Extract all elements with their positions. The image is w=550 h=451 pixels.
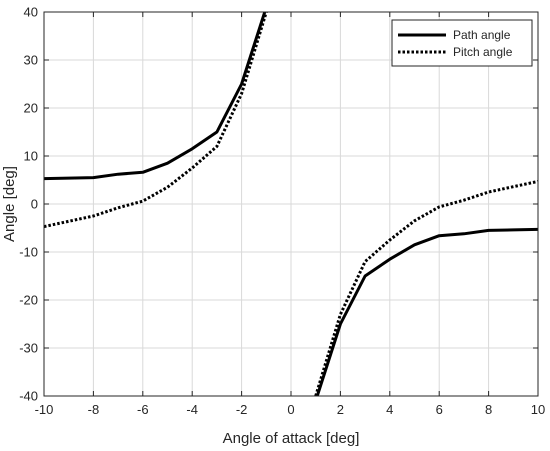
x-tick-label: -2 (236, 402, 248, 417)
path-angle-legend-label: Path angle (453, 28, 511, 42)
y-tick-label: 0 (31, 197, 38, 212)
y-tick-label: 10 (24, 149, 38, 164)
y-tick-label: 40 (24, 5, 38, 20)
pitch-angle-line-segment-2 (314, 179, 538, 396)
y-tick-label: -10 (19, 245, 38, 260)
x-tick-label: 0 (287, 402, 294, 417)
x-tick-label: 4 (386, 402, 393, 417)
legend: Path angle Pitch angle (391, 19, 533, 67)
pitch-angle-line-segment-1 (44, 12, 268, 229)
series-layer (44, 12, 538, 396)
legend-box (391, 19, 533, 67)
y-tick-label: -40 (19, 389, 38, 404)
pitch-angle-legend-label: Pitch angle (453, 45, 513, 59)
y-axis-label: Angle [deg] (1, 166, 18, 242)
x-tick-label: -4 (186, 402, 198, 417)
x-axis-label: Angle of attack [deg] (223, 430, 360, 447)
path-angle-line-segment-2 (315, 227, 538, 396)
x-tick-label: 10 (531, 402, 545, 417)
y-tick-label: -30 (19, 341, 38, 356)
x-tick-label: -10 (35, 402, 54, 417)
path-angle-line-segment-1 (44, 12, 267, 181)
x-tick-label: 8 (485, 402, 492, 417)
x-tick-label: -6 (137, 402, 149, 417)
x-tick-label: 2 (337, 402, 344, 417)
y-tick-label: -20 (19, 293, 38, 308)
y-tick-label: 30 (24, 53, 38, 68)
y-tick-label: 20 (24, 101, 38, 116)
x-tick-label: 6 (436, 402, 443, 417)
x-tick-label: -8 (88, 402, 100, 417)
